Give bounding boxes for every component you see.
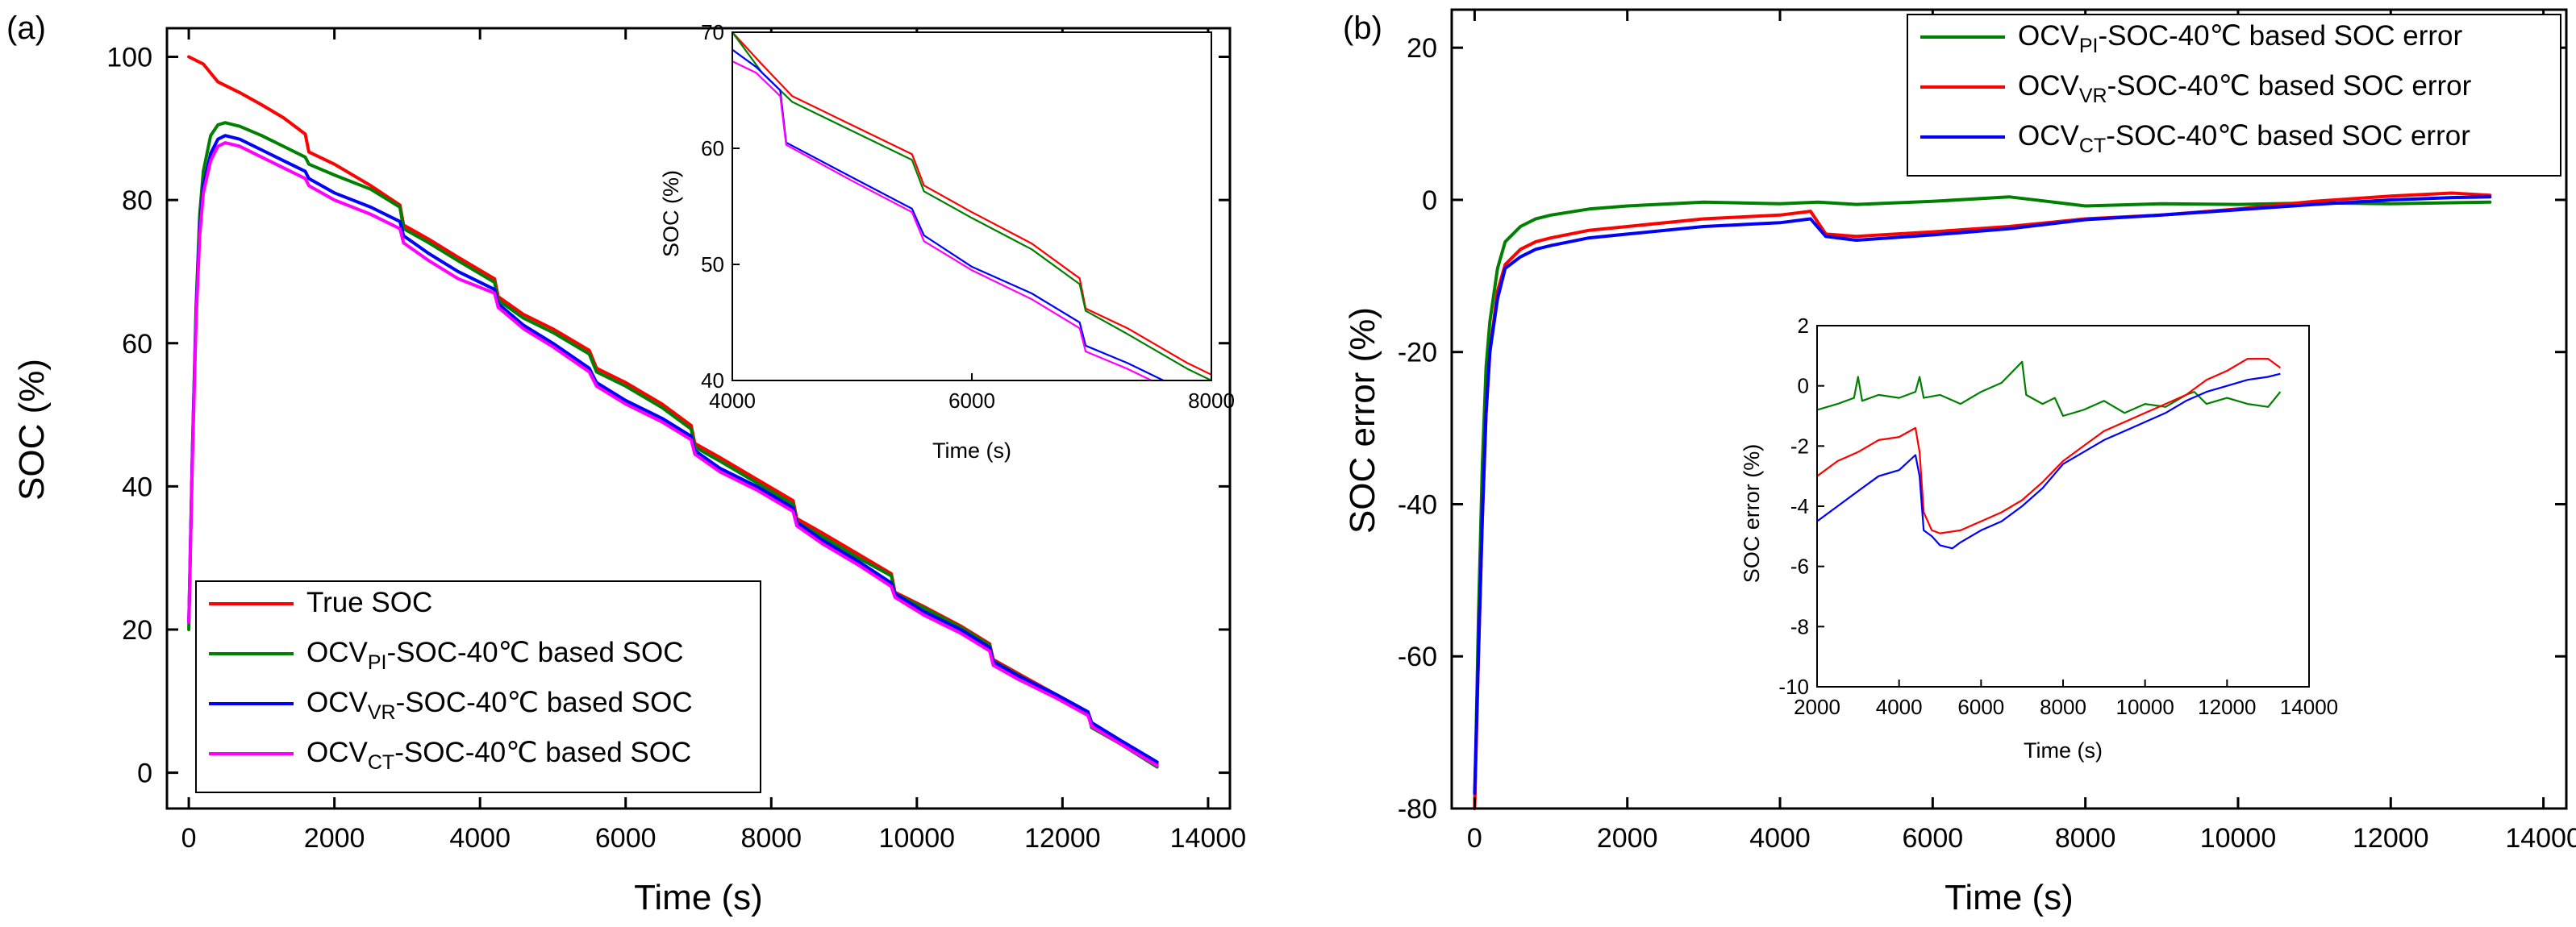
series-line-pi [1473,195,2492,810]
x-tick-label: 0 [1467,823,1482,854]
inset-y-tick-label: -8 [1790,614,1809,638]
panel-a: (a) 0 2000 4000 6000 8000 10000 12000 14000 0 20 40… [6,10,1246,917]
inset-y-tick-label: 2 [1798,314,1809,338]
y-axis-title: SOC error (%) [1343,307,1382,534]
y-tick-label: -20 [1398,338,1437,368]
x-tick-label: 6000 [1903,823,1964,854]
inset-background [1817,326,2309,687]
inset-y-tick-label: 60 [701,136,724,160]
inset-y-tick-label: -4 [1790,494,1809,518]
x-tick-label: 6000 [595,823,657,854]
inset-x-tick-label: 8000 [2040,695,2086,719]
inset-y-axis-title: SOC error (%) [1740,444,1764,584]
legend-label-pi: OCVPI-SOC-40℃ based SOC [306,637,684,674]
inset-plot: 2000 4000 6000 8000 10000 12000 14000 -10 -8 -6 -4… [1740,314,2338,763]
y-tick-label: 80 [122,185,152,216]
inset-y-tick-label: 70 [701,20,724,44]
y-tick-label: 100 [106,43,152,73]
y-tick-label: 0 [1422,185,1437,216]
panel-label: (a) [6,10,46,46]
inset-y-tick-label: 50 [701,252,724,276]
x-tick-label: 14000 [2505,823,2576,854]
x-tick-label: 14000 [1170,823,1247,854]
plot-frame [165,27,1232,810]
inset-y-tick-label: 40 [701,368,724,393]
legend-label-true: True SOC [306,587,432,618]
series-line-pi [187,121,1159,769]
legend-label-vr: OCVVR-SOC-40℃ based SOC error [2018,70,2472,107]
x-axis-title: Time (s) [634,878,763,917]
y-axis-title: SOC (%) [12,359,52,501]
inset-y-tick-label: 0 [1798,374,1809,398]
x-axis-title: Time (s) [1945,878,2074,917]
x-tick-label: 8000 [2055,823,2116,854]
series-line-ct [1473,195,2492,796]
y-tick-label: 20 [1407,33,1437,64]
y-tick-label: 0 [137,759,152,789]
y-tick-label: -80 [1398,794,1437,825]
inset-series-line-vr [1817,358,2282,534]
y-tick-label: -40 [1398,489,1437,520]
inset-series-line-ct [732,60,1153,380]
inset-x-tick-label: 10000 [2116,695,2174,719]
inset-x-tick-label: 6000 [1957,695,2004,719]
legend-box [1907,14,2561,177]
inset-x-axis-title: Time (s) [2024,738,2103,763]
inset-x-tick-label: 6000 [948,389,995,413]
inset-y-tick-label: -6 [1790,555,1809,579]
inset-x-tick-label: 12000 [2198,695,2256,719]
inset-x-tick-label: 4000 [1876,695,1923,719]
y-tick-label: 40 [122,472,152,502]
y-tick-label: 20 [122,615,152,646]
inset-series-line-true [732,32,1211,376]
x-tick-label: 0 [181,823,197,854]
series-line-ct [187,141,1159,767]
inset-x-tick-label: 2000 [1794,695,1840,719]
x-tick-label: 2000 [1597,823,1658,854]
x-tick-label: 12000 [1024,823,1101,854]
series-line-vr [187,134,1159,764]
panel-b: (b)0 2000 4000 6000 8000 10000 12000 14000-80-6… [1343,8,2576,917]
legend: True SOC OCVPI-SOC-40℃ based SOC OCVVR-SOC… [195,580,761,793]
legend-label-ct: OCVCT-SOC-40℃ based SOC [306,737,691,774]
inset-series-line-pi [732,32,1211,380]
x-tick-label: 10000 [879,823,956,854]
x-tick-label: 4000 [1749,823,1811,854]
x-tick-label: 8000 [740,823,802,854]
inset-x-axis-title: Time (s) [932,439,1011,463]
x-tick-label: 4000 [449,823,511,854]
x-tick-label: 2000 [304,823,365,854]
y-tick-label: -60 [1398,642,1437,672]
legend-label-ct: OCVCT-SOC-40℃ based SOC error [2018,120,2470,157]
inset-background [732,32,1211,380]
inset-plot: 4000 6000 8000 40 50 60 70 Time (s) SOC (%) [659,20,1235,463]
legend-box [195,580,761,793]
inset-y-tick-label: -10 [1778,675,1809,699]
x-tick-label: 10000 [2200,823,2277,854]
inset-x-tick-label: 14000 [2280,695,2338,719]
panel-label: (b) [1343,10,1382,46]
inset-series-line-pi [1817,360,2282,418]
inset-series-line-vr [732,48,1165,380]
y-tick-label: 60 [122,329,152,360]
legend-label-vr: OCVVR-SOC-40℃ based SOC [306,687,693,724]
inset-y-tick-label: -2 [1790,434,1809,458]
inset-x-tick-label: 8000 [1188,389,1235,413]
legend: OCVPI-SOC-40℃ based SOC error OCVVR-SOC-4… [1907,14,2561,177]
inset-x-tick-label: 4000 [709,389,756,413]
inset-y-axis-title: SOC (%) [659,170,683,257]
inset-series-line-ct [1817,372,2281,550]
plot-frame [1450,8,2568,810]
legend-label-pi: OCVPI-SOC-40℃ based SOC error [2018,20,2462,57]
x-tick-label: 12000 [2353,823,2429,854]
